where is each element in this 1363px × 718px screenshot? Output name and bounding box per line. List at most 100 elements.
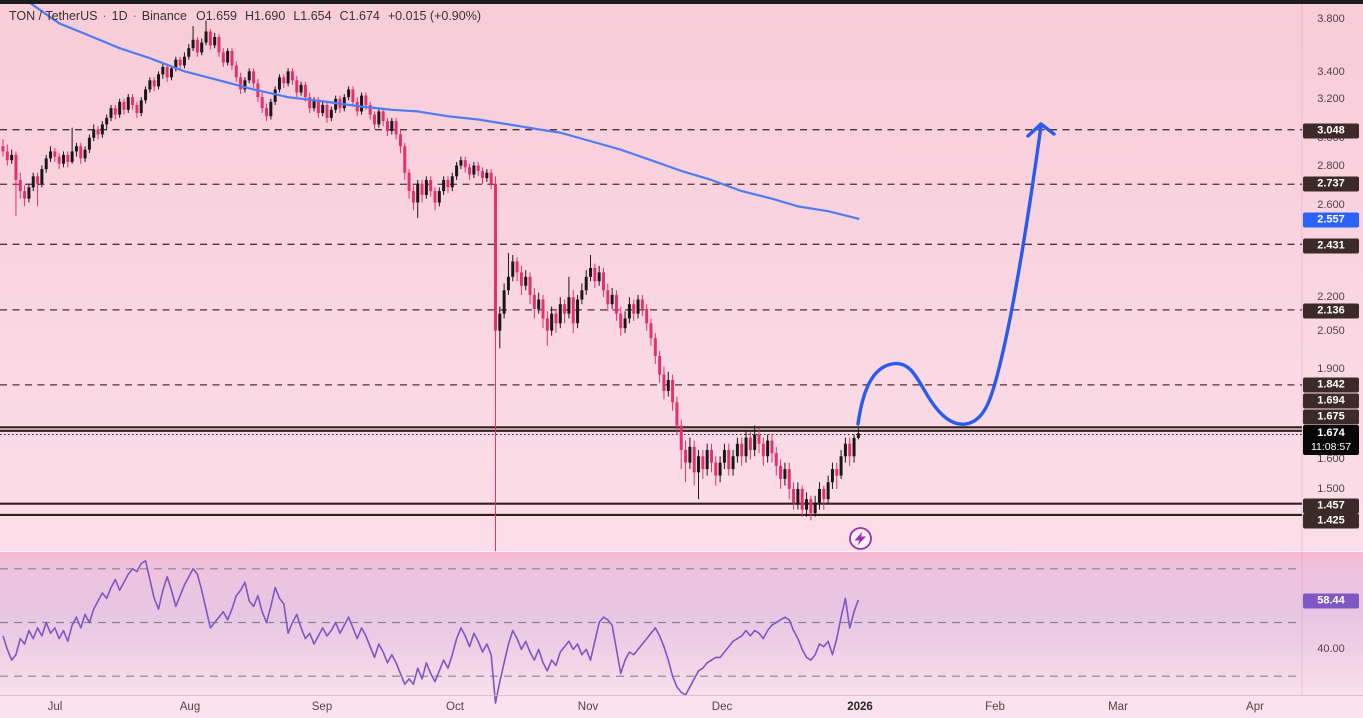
interval-label[interactable]: 1D: [111, 9, 128, 23]
candle-body: [105, 117, 109, 125]
candle-body: [329, 109, 333, 118]
candle-body: [653, 338, 657, 357]
candle-body: [632, 304, 636, 314]
candle-body: [800, 488, 804, 510]
rsi-axis-label: 40.00: [1317, 643, 1345, 655]
time-axis-label: Jul: [47, 701, 63, 713]
candle-body: [342, 97, 346, 109]
candle-body: [688, 446, 692, 463]
time-axis-strip[interactable]: [0, 695, 1363, 718]
price-axis[interactable]: 3.8003.4003.2003.0002.8002.6002.4002.200…: [1302, 0, 1363, 718]
candle-body: [40, 169, 44, 184]
candle-body: [122, 101, 126, 110]
candle-body: [606, 290, 610, 305]
price-level-badge: 1.425: [1303, 513, 1359, 529]
candle-body: [485, 172, 489, 179]
legend-separator: ·: [132, 9, 137, 23]
candle-body: [316, 100, 320, 114]
candle-body: [144, 89, 148, 101]
candle-body: [856, 433, 860, 438]
candle-body: [424, 179, 428, 195]
current-price-badge: 1.674 11:08:57: [1303, 425, 1359, 455]
candle-body: [563, 304, 567, 314]
time-axis-label: Oct: [446, 701, 464, 713]
candle-body: [848, 443, 852, 457]
candle-body: [36, 176, 40, 184]
candle-body: [131, 97, 135, 106]
price-axis-label: 1.600: [1317, 453, 1345, 465]
trend-arrow-drawing[interactable]: [856, 122, 1056, 426]
candle-body: [265, 108, 269, 117]
symbol-name[interactable]: TON / TetherUS: [9, 9, 98, 23]
candle-body: [118, 101, 122, 115]
time-axis[interactable]: Jul Aug Sep Oct Nov Dec 2026 Feb Mar Apr: [0, 695, 1363, 718]
candle-body: [87, 137, 91, 150]
candle-body: [178, 59, 182, 66]
candle-body: [92, 129, 96, 138]
candle-body: [381, 111, 385, 122]
candle-body: [675, 402, 679, 426]
candle-body: [623, 318, 627, 329]
price-axis-label: 2.600: [1317, 199, 1345, 211]
candle-body: [459, 160, 463, 166]
candle-body: [148, 80, 152, 90]
candle-body: [817, 488, 821, 503]
candle-body: [113, 108, 117, 115]
candle-body: [96, 129, 100, 135]
candle-body: [830, 469, 834, 483]
symbol-legend[interactable]: TON / TetherUS · 1D · Binance O1.659 H1.…: [9, 9, 481, 23]
candle-body: [161, 66, 165, 75]
ohlc-close: C1.674: [339, 9, 380, 23]
candle-body: [360, 95, 364, 112]
candle-body: [822, 488, 826, 500]
main-pane[interactable]: [0, 4, 1363, 552]
candle-body: [420, 183, 424, 195]
candle-body: [576, 299, 580, 324]
candle-body: [584, 276, 588, 291]
current-price-value: 1.674: [1317, 427, 1345, 439]
candle-body: [321, 105, 325, 114]
candle-body: [260, 97, 264, 109]
candle-body: [783, 469, 787, 479]
candle-body: [187, 48, 191, 57]
candle-body: [312, 100, 316, 109]
candle-body: [208, 31, 212, 46]
candle-body: [347, 89, 351, 98]
candle-body: [49, 151, 53, 159]
ma-line[interactable]: [3, 0, 860, 220]
candle-body: [684, 449, 688, 463]
candle-body: [157, 74, 161, 87]
candle-body: [407, 172, 411, 192]
candle-body: [70, 151, 74, 162]
time-axis-label: Mar: [1108, 701, 1128, 713]
lightning-event-icon[interactable]: [849, 527, 872, 550]
price-axis-label: 3.200: [1317, 93, 1345, 105]
candle-body: [5, 151, 9, 161]
candle-body: [515, 261, 519, 273]
candle-body: [792, 488, 796, 503]
candle-body: [506, 276, 510, 291]
ohlc-high: H1.690: [245, 9, 286, 23]
price-axis-label: 3.400: [1317, 66, 1345, 78]
candle-body: [450, 176, 454, 188]
rsi-line[interactable]: [2, 559, 860, 704]
candle-body: [666, 379, 670, 391]
candle-body: [640, 299, 644, 309]
candle-body: [83, 149, 87, 159]
rsi-pane[interactable]: [0, 552, 1363, 695]
price-axis-label: 2.800: [1317, 160, 1345, 172]
candle-body: [493, 183, 497, 331]
candle-body: [705, 449, 709, 470]
candle-body: [230, 51, 234, 66]
candle-body: [61, 154, 65, 164]
time-axis-label: Feb: [985, 701, 1005, 713]
candle-body: [766, 440, 770, 457]
candle-body: [191, 39, 195, 49]
price-level-badge: 1.675: [1303, 409, 1359, 425]
candle-body: [852, 437, 856, 457]
candle-body: [701, 456, 705, 470]
candle-body: [658, 356, 662, 375]
candle-body: [636, 299, 640, 314]
candle-body: [27, 187, 31, 199]
